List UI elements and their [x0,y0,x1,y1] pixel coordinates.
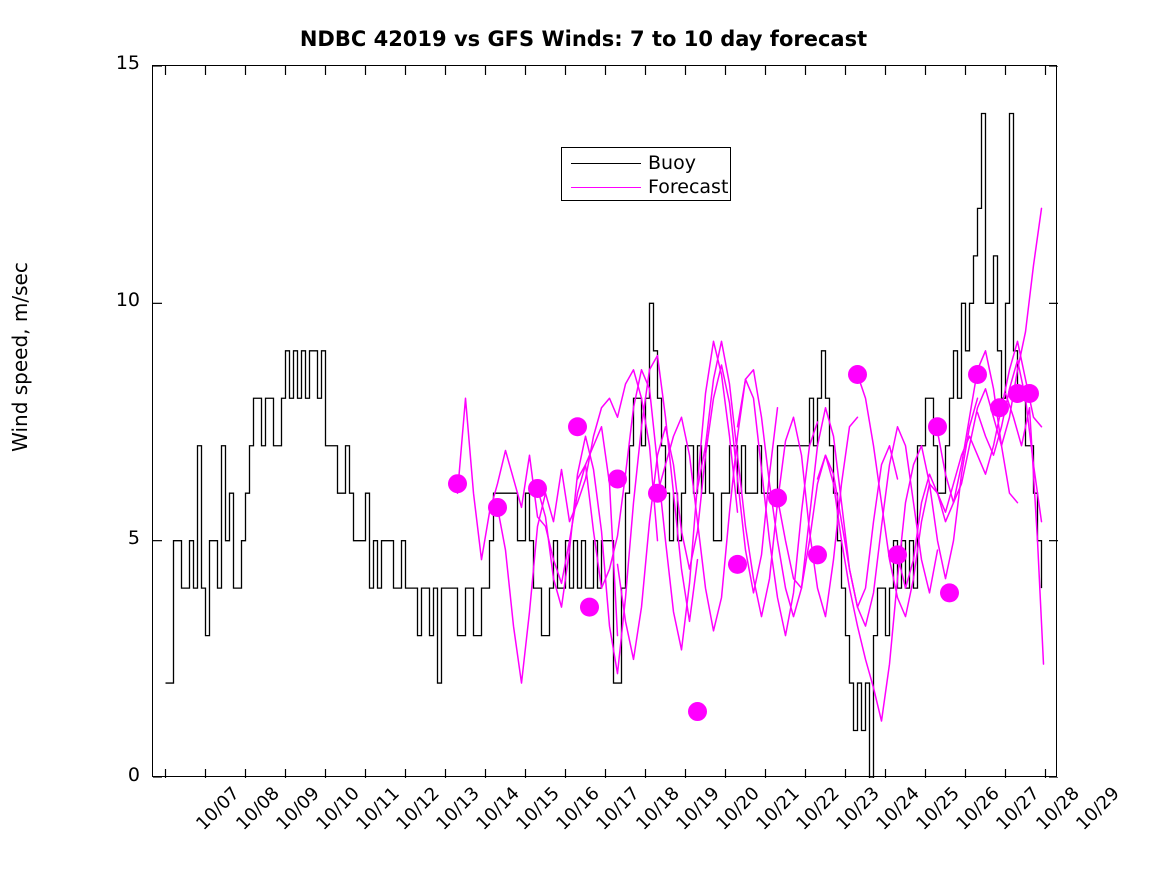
forecast-markers [448,365,1039,722]
y-tick-label: 5 [127,526,140,549]
x-tick-label: 10/29 [1071,783,1124,835]
chart-title: NDBC 42019 vs GFS Winds: 7 to 10 day for… [299,27,868,51]
x-tick-label: 10/24 [871,783,924,835]
x-tick-label: 10/11 [351,783,404,835]
legend-entry-buoy: Buoy [562,150,732,177]
y-axis-tick-labels: 0 5 10 15 [55,52,140,786]
x-tick-label: 10/23 [831,783,884,835]
y-tick-label: 10 [115,289,140,312]
x-tick-label: 10/12 [391,783,444,835]
x-tick-label: 10/07 [191,783,244,835]
x-tick-label: 10/28 [1031,783,1084,835]
x-tick-label: 10/22 [791,783,844,835]
y-axis-label: Wind speed, m/sec [8,262,32,452]
legend-entry-forecast: Forecast [562,174,732,201]
x-tick-label: 10/19 [671,783,724,835]
legend: Buoy Forecast [561,147,731,201]
legend-label-buoy: Buoy [648,152,696,174]
y-tick-label: 15 [115,52,140,74]
x-axis-tick-labels: 10/07 10/08 10/09 10/10 10/11 10/12 10/13 10/14… [152,777,1124,875]
x-tick-label: 10/08 [231,783,284,835]
x-tick-label: 10/14 [471,783,524,835]
x-tick-label: 10/25 [911,783,964,835]
plot-svg [153,66,1058,778]
x-tick-label: 10/26 [951,783,1004,835]
x-tick-label: 10/09 [271,783,324,835]
legend-line-forecast [571,187,641,188]
legend-label-forecast: Forecast [648,176,729,198]
legend-line-buoy [571,163,641,164]
x-tick-label: 10/10 [311,783,364,835]
x-tick-label: 10/18 [631,783,684,835]
x-tick-label: 10/21 [751,783,804,835]
buoy-series [165,112,1043,778]
x-tick-label: 10/27 [991,783,1044,835]
plot-area: Buoy Forecast [152,65,1058,778]
y-tick-label: 0 [127,764,140,786]
x-tick-label: 10/16 [551,783,604,835]
x-tick-label: 10/15 [511,783,564,835]
x-tick-label: 10/17 [591,783,644,835]
forecast-series [456,207,1045,722]
x-tick-label: 10/13 [431,783,484,835]
x-tick-label: 10/20 [711,783,764,835]
axis-ticks [153,66,1058,778]
